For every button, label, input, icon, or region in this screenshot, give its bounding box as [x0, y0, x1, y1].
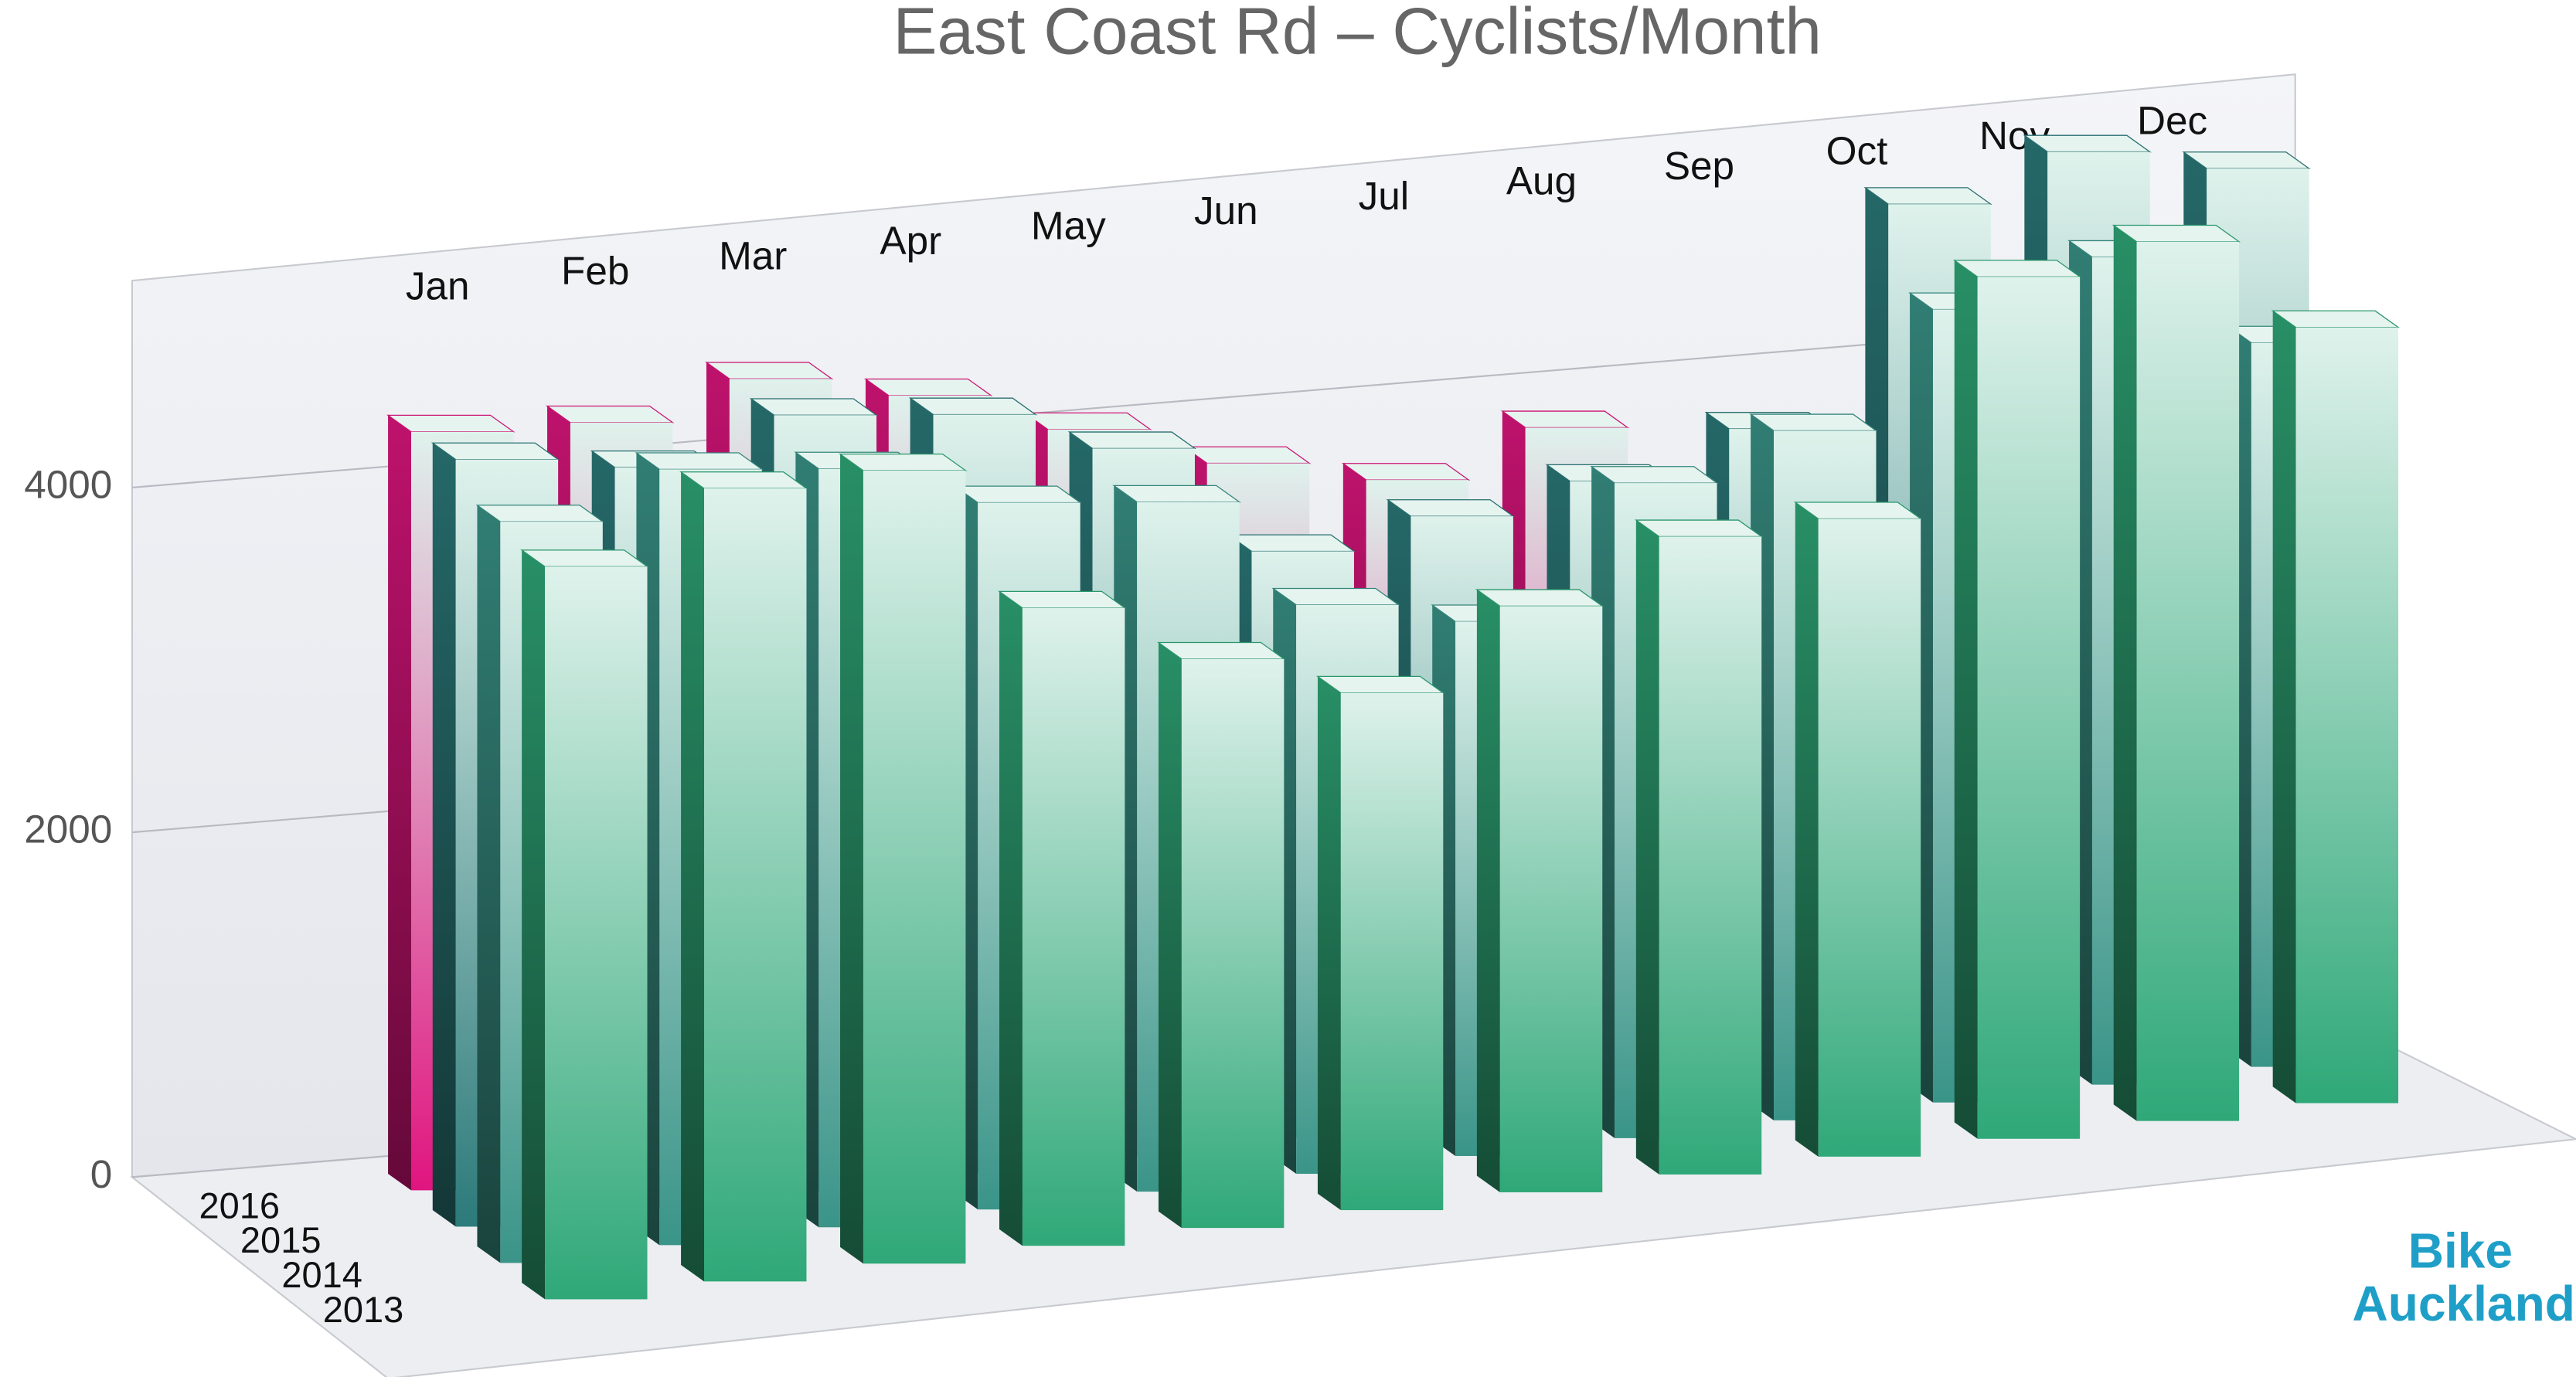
y-tick-label: 4000 — [24, 462, 112, 506]
bar-side — [840, 454, 863, 1264]
bar-top — [679, 471, 808, 489]
y-tick-label: 0 — [90, 1152, 113, 1196]
bar — [1793, 502, 1923, 1157]
y-tick-label: 2000 — [24, 808, 112, 852]
bar-top — [998, 590, 1127, 609]
x-tick-label: Aug — [1506, 158, 1577, 202]
bar-top — [2271, 310, 2401, 328]
series-label: 2016 — [199, 1185, 281, 1226]
bar-side — [999, 591, 1023, 1246]
bar-front — [1499, 606, 1603, 1192]
bar-side — [1954, 260, 1978, 1139]
bar-front — [545, 566, 648, 1300]
x-tick-label: Oct — [1826, 128, 1888, 172]
bar-top — [863, 378, 993, 396]
bar-top — [520, 549, 649, 567]
bar-top — [430, 442, 560, 461]
bar-side — [1317, 676, 1341, 1211]
bar-top — [1500, 410, 1630, 429]
bar — [839, 454, 968, 1264]
bar — [1156, 641, 1286, 1229]
bar-top — [704, 362, 834, 379]
bar-top — [749, 398, 879, 416]
bar-top — [1182, 446, 1312, 464]
x-tick-label: Jan — [406, 264, 470, 308]
bar-top — [1749, 413, 1878, 432]
bar-front — [704, 488, 807, 1282]
series-label: 2015 — [240, 1219, 322, 1260]
bar-side — [1795, 502, 1819, 1157]
bar-side — [681, 471, 705, 1282]
bar-top — [386, 414, 516, 433]
bar-front — [1818, 518, 1921, 1157]
bar-front — [1977, 277, 2081, 1139]
bar — [998, 590, 1127, 1246]
bar — [1952, 260, 2082, 1139]
bar-side — [1635, 520, 1659, 1175]
bar-front — [2136, 241, 2240, 1121]
logo-text: Auckland — [2352, 1276, 2574, 1331]
x-tick-label: May — [1031, 204, 1106, 248]
plot: East Coast Rd – Cyclists/Month Bike Auck… — [24, 0, 2576, 1377]
bar-front — [1340, 692, 1444, 1211]
bar-side — [522, 549, 546, 1300]
bar-top — [908, 397, 1038, 416]
bar-front — [1181, 658, 1285, 1229]
bar-side — [477, 505, 501, 1263]
logo-text: Bike — [2408, 1223, 2513, 1279]
bar-top — [1315, 675, 1445, 694]
bar-top — [1271, 587, 1400, 606]
bar-top — [635, 452, 764, 471]
bar — [679, 471, 808, 1282]
bar — [2271, 310, 2401, 1103]
bar — [2112, 224, 2241, 1121]
bar-top — [1863, 187, 1992, 205]
x-tick-label: Jul — [1359, 174, 1410, 218]
bar-side — [1476, 590, 1500, 1192]
bar-top — [2023, 134, 2152, 153]
bar-top — [546, 405, 675, 423]
bar-top — [1156, 641, 1286, 660]
bar-top — [1634, 519, 1764, 538]
bar-top — [1793, 502, 1923, 520]
bar-side — [432, 443, 456, 1227]
bar-top — [2182, 151, 2311, 169]
bar-top — [2112, 224, 2241, 243]
bar-side — [1158, 642, 1182, 1229]
x-tick-label: Dec — [2137, 99, 2207, 143]
bar-top — [1341, 463, 1471, 481]
bar-top — [1386, 499, 1515, 517]
bar-front — [1022, 607, 1125, 1246]
bar — [1634, 519, 1764, 1175]
bar-top — [953, 485, 1082, 504]
bar-side — [2113, 225, 2137, 1121]
bar-side — [2272, 311, 2296, 1103]
bar-front — [2295, 327, 2399, 1103]
bar-front — [863, 471, 966, 1264]
bar-top — [1952, 260, 2082, 277]
chart-title: East Coast Rd – Cyclists/Month — [893, 0, 1822, 69]
x-tick-label: Feb — [561, 249, 629, 293]
bar-top — [1590, 466, 1719, 484]
x-tick-label: Apr — [880, 219, 941, 263]
bar — [1475, 589, 1604, 1192]
bar — [1315, 675, 1445, 1211]
bar — [520, 549, 649, 1300]
bar-front — [1659, 536, 1762, 1175]
bar-top — [839, 454, 968, 471]
x-tick-label: Mar — [719, 234, 787, 278]
bar-top — [1112, 484, 1241, 503]
bar-top — [475, 505, 604, 522]
series-label: 2014 — [281, 1254, 362, 1295]
bar-top — [1067, 431, 1196, 450]
bar-top — [1475, 589, 1604, 607]
x-tick-label: Jun — [1194, 189, 1258, 233]
x-tick-label: Sep — [1664, 144, 1734, 188]
series-label: 2013 — [323, 1289, 404, 1330]
bar-top — [1023, 412, 1152, 430]
bar-side — [388, 415, 411, 1191]
bar-top — [1227, 534, 1356, 552]
